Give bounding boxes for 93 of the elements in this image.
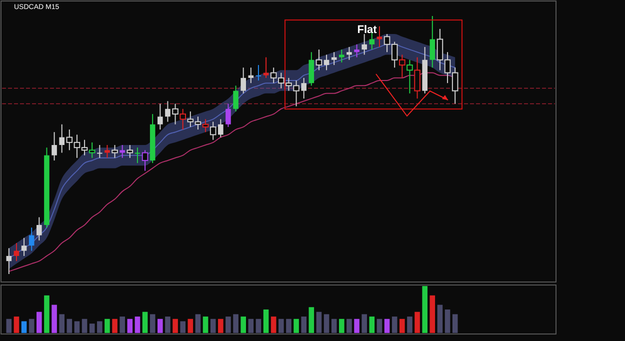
- candlestick: [376, 26, 382, 48]
- bar: [202, 316, 208, 333]
- candlestick: [256, 64, 262, 81]
- bar: [270, 316, 276, 333]
- candlestick: [263, 56, 269, 78]
- bar: [210, 318, 216, 333]
- candlestick: [134, 147, 140, 164]
- bar: [233, 314, 238, 333]
- candlestick: [316, 49, 322, 71]
- candlestick: [36, 216, 42, 241]
- bar: [240, 316, 246, 333]
- bar: [294, 318, 299, 333]
- bar: [97, 321, 102, 333]
- bar: [324, 314, 330, 333]
- bar: [256, 318, 262, 333]
- bar: [218, 318, 224, 333]
- bar: [392, 316, 398, 333]
- bar: [112, 318, 118, 333]
- candlestick: [158, 103, 163, 130]
- bar: [422, 286, 428, 333]
- candlestick: [248, 67, 254, 84]
- bar: [437, 304, 443, 333]
- candlestick: [59, 124, 64, 154]
- candlestick: [6, 248, 12, 274]
- annotation: Flat: [357, 24, 378, 36]
- candlestick: [97, 144, 102, 158]
- bar: [120, 316, 125, 333]
- candlestick: [430, 16, 436, 68]
- candlestick: [104, 144, 110, 158]
- bar: [407, 316, 412, 333]
- candlestick: [354, 44, 360, 58]
- bar: [384, 318, 390, 333]
- bar: [444, 310, 450, 333]
- candlestick: [339, 49, 344, 63]
- candlestick: [331, 52, 337, 66]
- candlestick: [362, 34, 367, 56]
- bar: [52, 304, 57, 333]
- candlestick: [14, 242, 20, 262]
- bar: [430, 295, 436, 333]
- bar: [66, 318, 72, 333]
- bar: [44, 295, 50, 333]
- bar: [362, 314, 367, 333]
- bar: [195, 314, 201, 333]
- candlestick: [21, 237, 27, 256]
- candlestick: [308, 52, 314, 86]
- candlestick: [218, 118, 224, 138]
- bar: [127, 318, 133, 333]
- bar: [104, 318, 110, 333]
- candlestick: [28, 227, 34, 252]
- bar: [278, 318, 284, 333]
- bar: [400, 318, 405, 333]
- bar: [369, 316, 375, 333]
- candlestick: [233, 85, 238, 112]
- bar: [452, 314, 458, 333]
- bar: [59, 314, 64, 333]
- candlestick: [112, 144, 118, 158]
- bar: [74, 321, 80, 333]
- bar: [172, 318, 178, 333]
- bar: [165, 316, 170, 333]
- bar: [316, 312, 322, 333]
- bar: [346, 318, 352, 333]
- bar: [414, 312, 420, 333]
- bar: [150, 314, 156, 333]
- candlestick: [226, 103, 231, 128]
- candlestick: [126, 144, 134, 158]
- bar: [82, 318, 88, 333]
- candlestick: [120, 144, 125, 158]
- bar: [248, 318, 254, 333]
- bar: [28, 318, 34, 333]
- bar: [339, 318, 344, 333]
- bar: [14, 316, 20, 333]
- bar: [263, 310, 269, 333]
- bar: [286, 318, 292, 333]
- bar: [180, 321, 186, 333]
- bar: [158, 318, 163, 333]
- bar: [134, 316, 140, 333]
- bar: [6, 318, 12, 333]
- bar: [301, 316, 306, 333]
- bar: [354, 318, 360, 333]
- candlestick: [52, 132, 57, 161]
- candlestick: [346, 46, 352, 60]
- bar: [188, 318, 194, 333]
- candlestick: [324, 54, 330, 71]
- bar: [376, 318, 382, 333]
- candlestick: [142, 150, 148, 172]
- bar: [331, 318, 337, 333]
- candlestick: [240, 67, 246, 94]
- bar: [308, 307, 314, 333]
- bar: [226, 316, 231, 333]
- bar: [142, 312, 148, 333]
- bar: [36, 312, 42, 333]
- bar: [89, 324, 95, 333]
- bar: [21, 321, 27, 333]
